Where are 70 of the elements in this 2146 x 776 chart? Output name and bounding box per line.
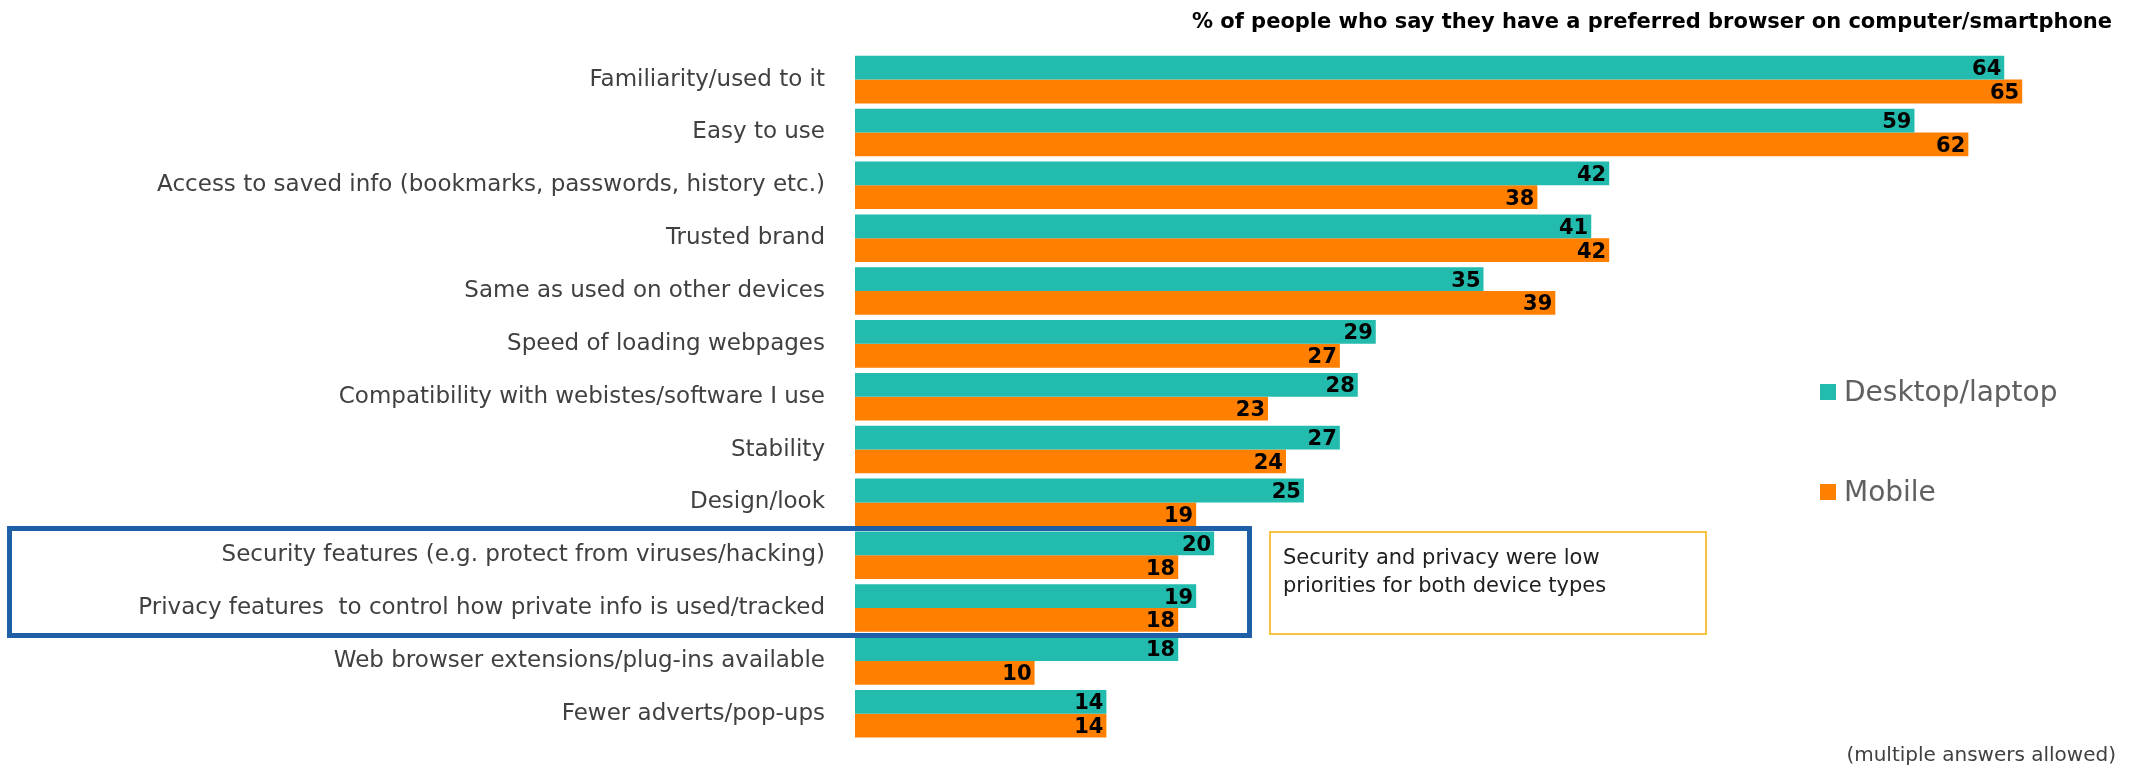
bar (855, 584, 1197, 609)
data-label: 27 (1307, 426, 1337, 451)
y-tick-label: Speed of loading webpages (507, 328, 825, 355)
annotation: Security and privacy were low priorities for both device types (1269, 530, 1707, 635)
y-tick-label: Fewer adverts/pop-ups (561, 698, 825, 725)
y-tick-label: Access to saved info (bookmarks, passwords, history etc.) (157, 170, 825, 197)
y-tick-label: Familiarity/used to it (589, 64, 825, 91)
bar (855, 396, 1269, 421)
data-label: 64 (1972, 56, 2002, 81)
data-label: 24 (1253, 449, 1283, 474)
y-tick-label: Security features (e.g. protect from viruses/hacking) (221, 540, 825, 567)
bar (855, 449, 1286, 474)
y-tick-label: Compatibility with webistes/software I use (338, 381, 825, 408)
data-label: 41 (1559, 214, 1589, 239)
data-label: 20 (1181, 531, 1212, 556)
y-tick-label: Same as used on other devices (464, 275, 825, 302)
bar (855, 608, 1179, 632)
data-label: 28 (1325, 373, 1355, 398)
data-label: 23 (1235, 397, 1266, 422)
bar (855, 238, 1610, 262)
data-label: 39 (1523, 291, 1553, 316)
chart-title: % of people who say they have a preferred browser on computer/smartphone (1191, 9, 2112, 34)
data-label: 42 (1576, 161, 1607, 186)
bar (855, 372, 1358, 397)
data-label: 18 (1145, 608, 1176, 633)
bar (855, 425, 1340, 450)
bar (855, 343, 1340, 368)
bar (855, 555, 1179, 580)
data-label: 29 (1343, 320, 1373, 345)
data-label: 65 (1989, 79, 2020, 104)
data-label: 18 (1145, 637, 1176, 662)
bar (855, 185, 1538, 210)
bar (855, 132, 1969, 157)
bar (855, 214, 1592, 239)
data-label: 42 (1576, 238, 1607, 263)
data-label: 25 (1271, 478, 1301, 503)
bar (855, 637, 1179, 661)
bar (855, 267, 1484, 292)
bar (855, 320, 1376, 344)
data-label: 10 (1002, 661, 1032, 686)
data-label: 14 (1074, 714, 1104, 739)
y-tick-label: Web browser extensions/plug-ins available (333, 645, 825, 672)
bar (855, 660, 1035, 685)
y-tick-label: Trusted brand (664, 223, 825, 250)
bar (855, 531, 1215, 556)
bar (855, 690, 1107, 714)
data-label: 35 (1451, 267, 1481, 292)
data-label: 62 (1936, 132, 1966, 157)
y-tick-label: Stability (730, 434, 825, 461)
legend-label: Desktop/laptop (1844, 375, 2058, 408)
bar (855, 478, 1304, 503)
legend-label: Mobile (1844, 475, 1936, 508)
bar (855, 502, 1197, 527)
bar (855, 161, 1610, 186)
bar (855, 55, 2005, 80)
data-label: 19 (1163, 584, 1194, 609)
y-tick-label: Design/look (689, 487, 826, 514)
bar (855, 79, 2023, 104)
data-label: 18 (1145, 555, 1176, 580)
data-label: 27 (1307, 344, 1337, 369)
data-label: 59 (1882, 109, 1912, 134)
data-label: 38 (1505, 185, 1535, 210)
y-tick-label: Privacy features to control how private info is used/tracked (138, 593, 825, 620)
bar (855, 713, 1107, 738)
data-label: 19 (1163, 502, 1194, 527)
data-label: 14 (1074, 690, 1104, 715)
bar (855, 291, 1556, 315)
text: (multiple answers allowed) (1846, 742, 2116, 766)
y-tick-label: Easy to use (692, 117, 825, 144)
bar (855, 108, 1915, 133)
